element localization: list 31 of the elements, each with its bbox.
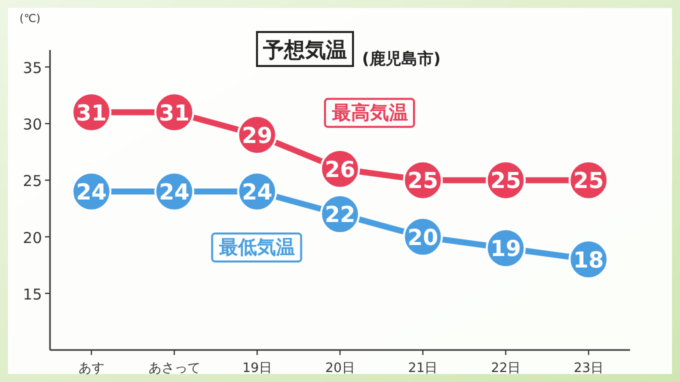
- data-label: 19: [490, 237, 522, 262]
- x-tick-label: 20日: [325, 361, 355, 376]
- chart-title: 予想気温: [262, 38, 347, 62]
- y-tick-label: 15: [22, 285, 42, 304]
- y-tick-label: 25: [22, 172, 42, 190]
- y-axis-title: (℃): [20, 12, 40, 25]
- data-label: 25: [408, 169, 438, 194]
- data-label: 24: [242, 180, 272, 206]
- x-tick-label: 21日: [408, 361, 438, 376]
- data-label: 31: [76, 101, 107, 126]
- x-tick-label: 22日: [490, 361, 520, 376]
- data-label: 18: [573, 248, 604, 274]
- data-label: 25: [490, 169, 522, 194]
- data-label: 26: [324, 158, 356, 183]
- data-label: 20: [408, 226, 438, 251]
- data-label: 25: [573, 169, 604, 194]
- x-tick-label: あす: [78, 361, 104, 376]
- x-tick-label: 19日: [242, 361, 272, 376]
- series-label: 最高気温: [331, 102, 408, 124]
- y-tick-label: 30: [22, 116, 42, 134]
- data-label: 24: [158, 180, 190, 206]
- y-tick-label: 35: [22, 58, 42, 77]
- series-label: 最低気温: [218, 236, 296, 259]
- data-label: 24: [76, 180, 107, 206]
- chart-subtitle: (鹿児島市): [362, 49, 441, 68]
- data-label: 22: [324, 203, 356, 228]
- x-tick-label: あさって: [148, 361, 200, 376]
- data-label: 29: [242, 124, 272, 149]
- data-label: 31: [158, 101, 190, 126]
- x-tick-label: 23日: [574, 361, 604, 376]
- y-tick-label: 20: [22, 228, 42, 247]
